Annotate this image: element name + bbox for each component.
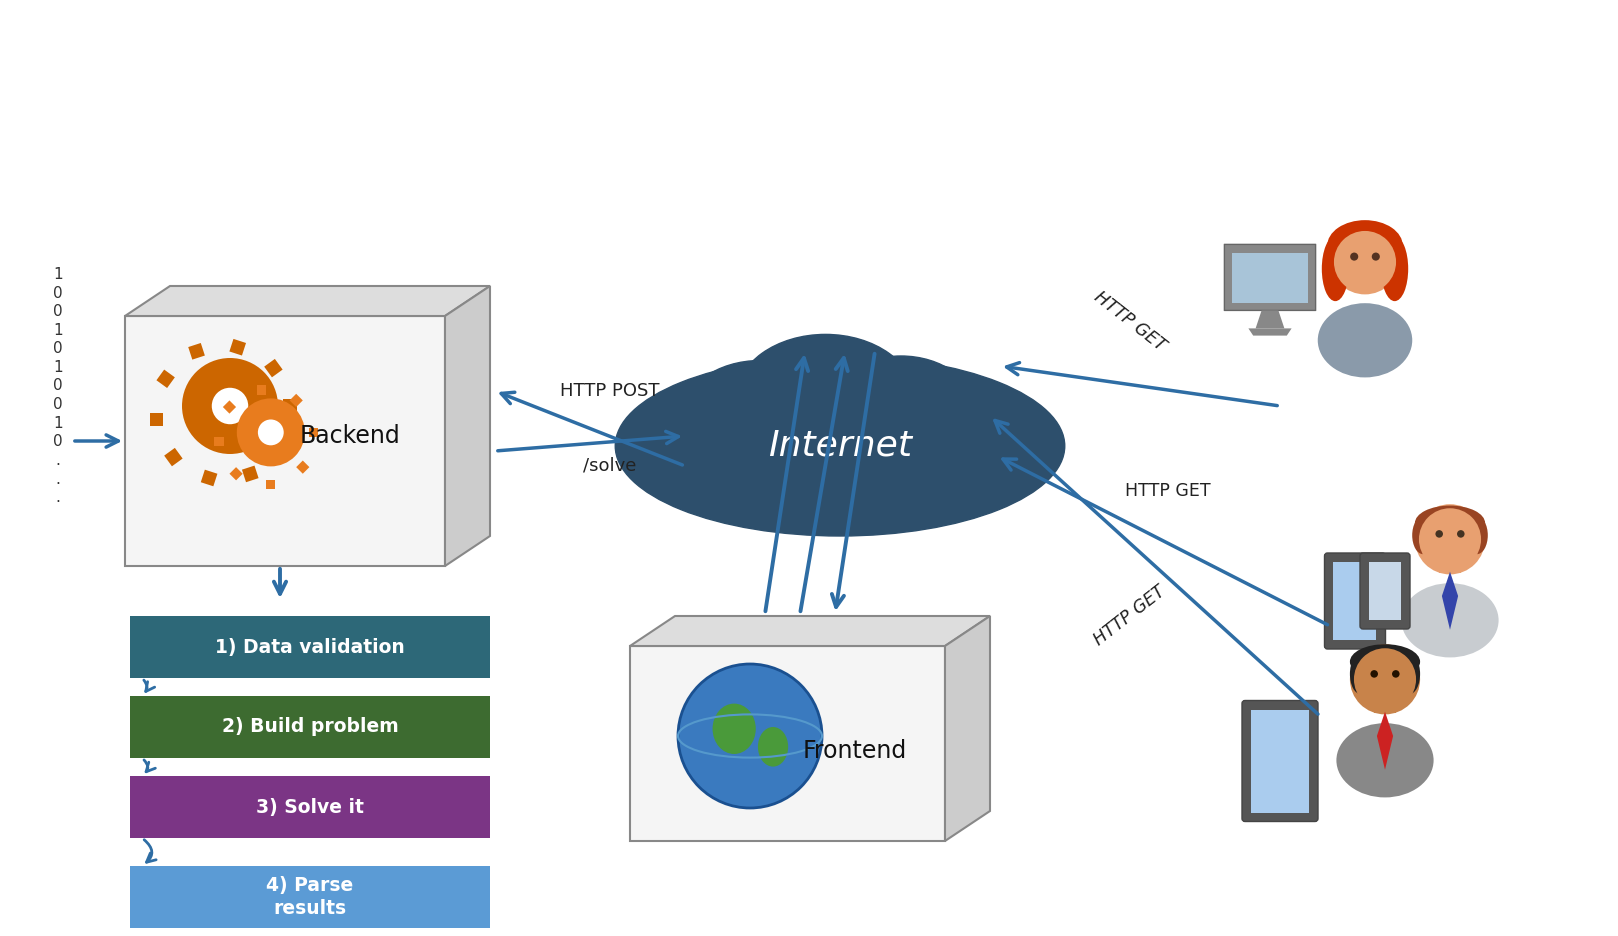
Ellipse shape (615, 356, 1065, 536)
Bar (230, 339, 246, 356)
Text: HTTP GET: HTTP GET (1091, 287, 1170, 355)
Bar (1231, 253, 1309, 303)
Ellipse shape (757, 727, 788, 767)
Polygon shape (1377, 711, 1393, 769)
Circle shape (1333, 231, 1396, 293)
Bar (188, 343, 205, 359)
FancyBboxPatch shape (1361, 553, 1409, 629)
Text: /solve: /solve (584, 457, 637, 475)
Circle shape (1419, 508, 1480, 570)
Bar (1354, 268, 1375, 292)
Circle shape (1349, 253, 1358, 260)
Ellipse shape (681, 360, 840, 477)
Circle shape (1458, 530, 1464, 537)
Text: 4) Parse
results: 4) Parse results (267, 876, 354, 917)
Circle shape (1414, 505, 1485, 575)
Ellipse shape (1349, 644, 1421, 680)
Bar (157, 370, 175, 388)
Ellipse shape (883, 397, 1000, 487)
Bar (1369, 562, 1401, 620)
Text: HTTP POST: HTTP POST (560, 383, 660, 401)
Circle shape (181, 358, 278, 454)
Polygon shape (125, 286, 490, 316)
Bar (1333, 562, 1377, 640)
Bar (129, 616, 490, 678)
Bar (201, 470, 217, 487)
Ellipse shape (1414, 505, 1485, 541)
Polygon shape (1249, 329, 1291, 336)
Circle shape (1435, 530, 1443, 537)
Polygon shape (629, 616, 990, 646)
Bar (150, 413, 163, 426)
Ellipse shape (825, 356, 976, 468)
Polygon shape (1256, 311, 1285, 329)
Ellipse shape (1466, 517, 1489, 554)
Polygon shape (1442, 572, 1458, 630)
Text: 1) Data validation: 1) Data validation (215, 637, 404, 656)
Text: Frontend: Frontend (803, 739, 908, 763)
Circle shape (1330, 225, 1400, 295)
Circle shape (678, 664, 822, 808)
Ellipse shape (712, 704, 756, 754)
Bar (230, 467, 243, 480)
Circle shape (257, 419, 283, 446)
FancyBboxPatch shape (1225, 244, 1315, 311)
Circle shape (1391, 670, 1400, 678)
Bar (283, 400, 296, 413)
Circle shape (236, 399, 304, 466)
Text: HTTP GET: HTTP GET (1091, 582, 1170, 650)
Ellipse shape (1349, 653, 1372, 695)
Bar (129, 696, 490, 758)
Text: 1
0
0
1
0
1
0
0
1
0
.
.
.: 1 0 0 1 0 1 0 0 1 0 . . . (53, 267, 63, 505)
Text: Backend: Backend (299, 424, 400, 448)
Ellipse shape (1401, 583, 1498, 657)
Bar (214, 437, 223, 446)
Bar (272, 437, 290, 456)
Bar (129, 776, 490, 838)
Circle shape (1372, 253, 1380, 260)
Bar (264, 358, 283, 377)
Ellipse shape (1317, 303, 1413, 377)
Bar (1438, 548, 1461, 573)
FancyBboxPatch shape (1325, 553, 1385, 649)
Text: Internet: Internet (769, 429, 913, 463)
Ellipse shape (663, 397, 780, 487)
Bar (163, 447, 183, 466)
Ellipse shape (1336, 724, 1434, 797)
Ellipse shape (1398, 653, 1421, 695)
Text: HTTP GET: HTTP GET (1125, 482, 1210, 500)
Ellipse shape (1322, 237, 1349, 301)
Text: 2) Build problem: 2) Build problem (222, 718, 398, 737)
Bar (265, 479, 275, 489)
Text: 3) Solve it: 3) Solve it (256, 797, 364, 816)
Polygon shape (945, 616, 990, 841)
Bar (243, 465, 259, 482)
Bar (290, 394, 303, 407)
Circle shape (212, 388, 248, 424)
Circle shape (1354, 649, 1416, 710)
Circle shape (1349, 644, 1421, 714)
Bar (223, 401, 236, 414)
FancyBboxPatch shape (1243, 700, 1319, 822)
Bar (1251, 709, 1309, 812)
Ellipse shape (1382, 237, 1408, 301)
Ellipse shape (1413, 517, 1434, 554)
Circle shape (1370, 670, 1379, 678)
Ellipse shape (736, 334, 916, 464)
Bar (129, 866, 490, 928)
Ellipse shape (1327, 220, 1403, 271)
Bar (1374, 689, 1396, 713)
Bar (309, 428, 319, 437)
Polygon shape (125, 316, 445, 566)
Polygon shape (445, 286, 490, 566)
Bar (257, 386, 265, 395)
Polygon shape (629, 646, 945, 841)
Bar (296, 461, 309, 474)
